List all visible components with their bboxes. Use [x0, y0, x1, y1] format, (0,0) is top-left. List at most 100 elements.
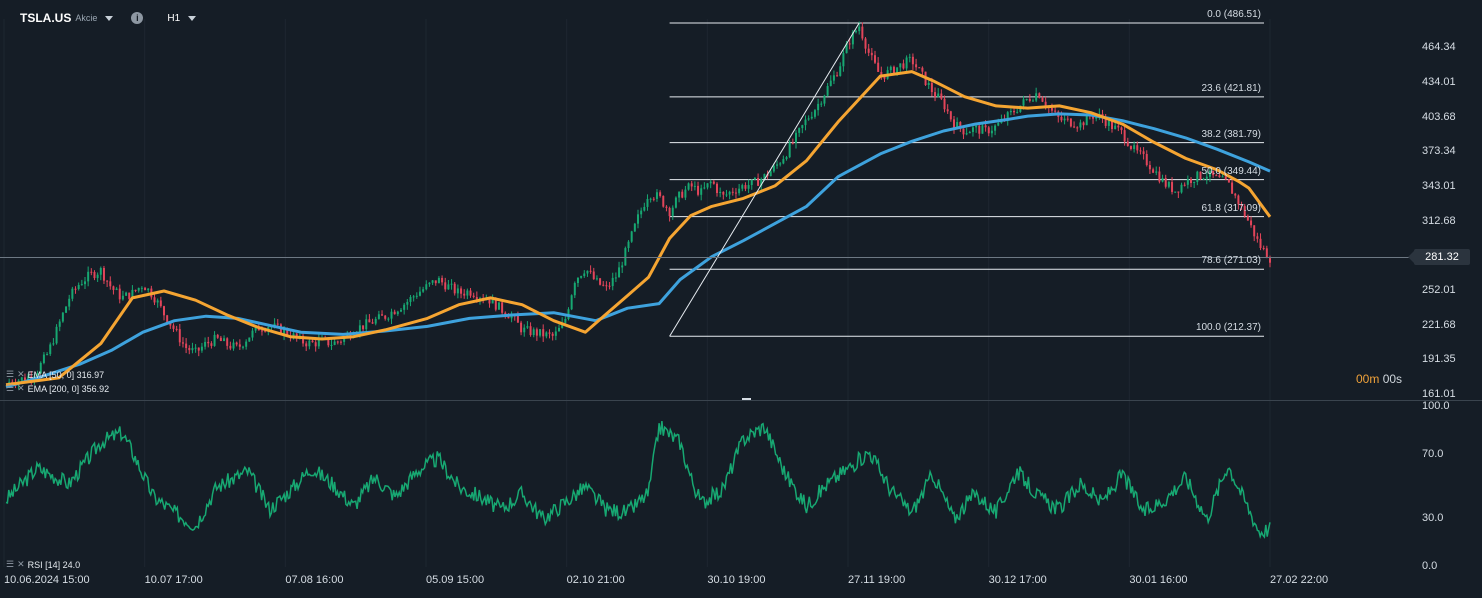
candle-body — [46, 353, 49, 355]
candle-body — [1246, 216, 1249, 221]
settings-icon[interactable]: ☰ — [6, 559, 14, 569]
candle-body — [602, 284, 605, 286]
candle-body — [943, 98, 946, 110]
rsi-tick-label: 0.0 — [1422, 560, 1438, 572]
settings-icon[interactable]: ☰ — [6, 369, 14, 379]
settings-icon[interactable]: ☰ — [6, 383, 14, 393]
candle-body — [703, 187, 706, 189]
candle-body — [1227, 179, 1230, 183]
candle-body — [826, 85, 829, 96]
time-tick-label: 30.12 17:00 — [988, 574, 1047, 586]
candle-body — [883, 76, 886, 79]
candle-body — [864, 38, 867, 49]
ema200-legend[interactable]: ☰ ✕ EMA [200, 0] 356.92 — [6, 383, 109, 394]
candle-body — [548, 332, 551, 334]
pane-divider[interactable] — [0, 400, 1482, 401]
candle-body — [112, 286, 115, 290]
candle-body — [659, 192, 662, 196]
candle-body — [630, 231, 633, 242]
candle-body — [302, 335, 305, 344]
candle-body — [453, 283, 456, 294]
candle-body — [387, 318, 390, 320]
close-icon[interactable]: ✕ — [17, 369, 24, 379]
info-icon[interactable]: i — [131, 12, 144, 24]
candle-body — [994, 125, 997, 131]
candle-body — [216, 334, 219, 338]
chevron-down-icon[interactable] — [188, 15, 197, 21]
candle-body — [842, 53, 845, 67]
candle-body — [447, 284, 450, 290]
ema50-legend[interactable]: ☰ ✕ EMA [50, 0] 316.97 — [6, 369, 104, 380]
candle-body — [990, 130, 993, 134]
candle-body — [327, 337, 330, 346]
candle-body — [99, 267, 102, 275]
candle-body — [1054, 110, 1057, 112]
candle-body — [169, 322, 172, 326]
timeframe-selector[interactable]: H1 — [167, 12, 181, 24]
candle-body — [1006, 112, 1009, 121]
candle-body — [678, 191, 681, 198]
candle-body — [757, 178, 760, 186]
pane-resize-handle[interactable] — [742, 398, 751, 400]
candle-body — [317, 339, 320, 347]
candle-body — [655, 192, 658, 199]
candle-body — [238, 344, 241, 347]
candle-body — [102, 267, 105, 281]
candle-body — [336, 341, 339, 343]
close-icon[interactable]: ✕ — [17, 383, 24, 393]
candle-body — [640, 210, 643, 215]
candle-body — [643, 206, 646, 211]
chevron-down-icon[interactable] — [105, 15, 114, 21]
candle-body — [1171, 182, 1174, 192]
candle-body — [930, 82, 933, 93]
close-icon[interactable]: ✕ — [17, 559, 24, 569]
candle-body — [624, 248, 627, 266]
candle-body — [396, 311, 399, 315]
candle-body — [194, 347, 197, 349]
rsi-legend[interactable]: ☰ ✕ RSI [14] 24.0 — [6, 559, 80, 570]
candle-body — [915, 64, 918, 68]
ema200-line — [5, 112, 1271, 389]
candle-body — [801, 125, 804, 129]
candle-body — [311, 340, 314, 343]
candle-body — [1092, 116, 1095, 119]
candle-body — [962, 128, 965, 135]
candle-body — [516, 315, 519, 323]
candle-body — [286, 329, 289, 336]
fibonacci-trendline — [669, 22, 860, 337]
symbol-label[interactable]: TSLA.US — [20, 11, 72, 25]
candle-body — [163, 306, 165, 316]
candle-body — [747, 185, 750, 189]
candle-body — [599, 278, 602, 285]
candle-body — [1117, 125, 1120, 128]
candle-body — [731, 191, 734, 193]
candle-body — [1221, 176, 1224, 178]
candle-body — [905, 57, 908, 69]
candle-body — [109, 281, 112, 287]
candle-body — [769, 171, 772, 177]
candle-body — [1262, 247, 1265, 249]
candle-body — [418, 291, 421, 296]
time-tick-label: 10.06.2024 15:00 — [4, 574, 90, 586]
candle-body — [744, 185, 747, 189]
candle-body — [627, 241, 630, 249]
rsi-tick-label: 100.0 — [1422, 400, 1450, 412]
candle-body — [564, 318, 567, 323]
candle-body — [1050, 107, 1053, 111]
candle-body — [295, 333, 298, 338]
candle-body — [937, 93, 940, 97]
candle-body — [1120, 127, 1123, 131]
candle-body — [753, 178, 756, 180]
candle-body — [981, 125, 984, 134]
time-tick-label: 02.10 21:00 — [566, 574, 625, 586]
candle-body — [381, 314, 384, 316]
candle-body — [1208, 170, 1211, 177]
candle-body — [1202, 178, 1205, 180]
candle-body — [542, 329, 545, 337]
candle-body — [526, 326, 529, 328]
candle-body — [861, 26, 864, 39]
candle-body — [810, 116, 813, 119]
candle-body — [204, 341, 207, 347]
candle-body — [343, 337, 346, 342]
